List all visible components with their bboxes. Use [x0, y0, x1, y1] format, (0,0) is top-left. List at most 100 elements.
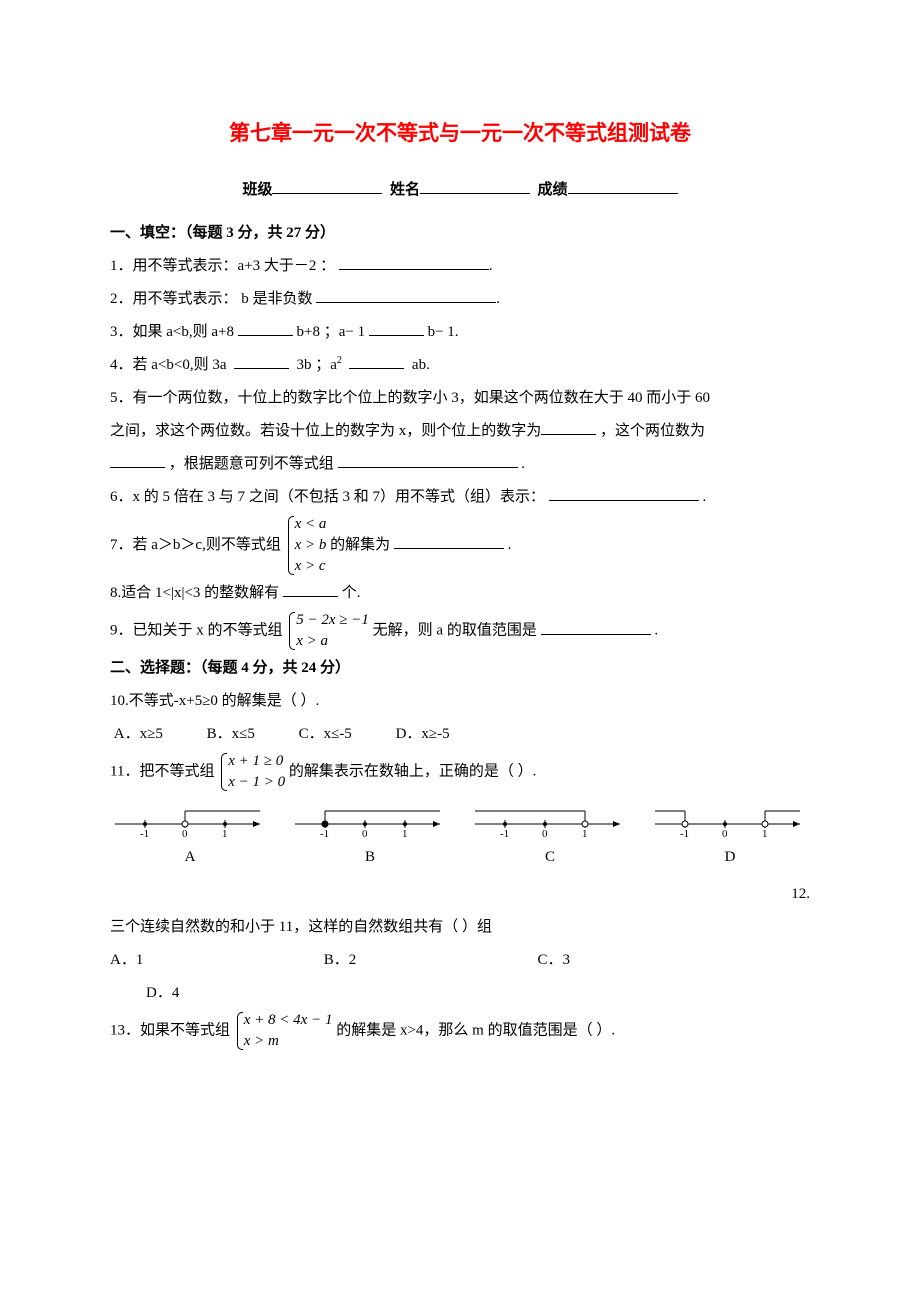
diagram-A-label: A — [110, 841, 270, 874]
svg-text:1: 1 — [402, 828, 408, 839]
q12: 三个连续自然数的和小于 11，这样的自然数组共有（ ）组 — [110, 911, 810, 944]
q1-blank[interactable] — [339, 254, 489, 270]
q6: 6．x 的 5 倍在 3 与 7 之间（不包括 3 和 7）用不等式（组）表示：… — [110, 481, 810, 514]
q7-row3: x > c — [295, 558, 326, 574]
q11-row1: x + 1 ≥ 0 — [228, 753, 283, 769]
diagram-A[interactable]: -1 0 1 A — [110, 799, 270, 874]
q5: 5．有一个两位数，十位上的数字比个位上的数字小 3，如果这个两位数在大于 40 … — [110, 382, 810, 481]
q1-text: 1．用不等式表示：a+3 大于－2 ： — [110, 258, 335, 274]
q4-sup: 2 — [337, 355, 342, 366]
q11-row2: x − 1 > 0 — [228, 774, 285, 790]
q6a: 6．x 的 5 倍在 3 与 7 之间（不包括 3 和 7）用不等式（组）表示： — [110, 489, 545, 505]
q8b: 个. — [342, 585, 361, 601]
q12-optC[interactable]: C．3 — [538, 944, 698, 977]
svg-text:0: 0 — [722, 828, 728, 839]
q5d: ，根据题意可列不等式组 — [169, 456, 334, 472]
q12-number: 12. — [110, 878, 810, 911]
q9c: . — [654, 623, 658, 639]
number-line-diagrams: -1 0 1 A -1 0 1 — [110, 799, 810, 874]
q8-blank[interactable] — [283, 581, 338, 597]
brace-icon — [285, 514, 293, 577]
q12-optD[interactable]: D．4 — [110, 977, 810, 1010]
q10-optA[interactable]: A．x≥5 — [114, 718, 163, 751]
q7-row1: x < a — [295, 516, 327, 532]
svg-text:0: 0 — [182, 828, 188, 839]
number-line-icon: -1 0 1 — [110, 799, 270, 839]
class-label: 班级 — [242, 182, 272, 198]
q9-blank[interactable] — [541, 619, 651, 635]
q9b: 无解，则 a 的取值范围是 — [373, 623, 537, 639]
q5-blank1[interactable] — [541, 419, 596, 435]
q13a: 13．如果不等式组 — [110, 1023, 230, 1039]
q2-blank[interactable] — [316, 287, 496, 303]
q12-options: A．1 B．2 C．3 — [110, 944, 810, 977]
q5-blank2[interactable] — [110, 452, 165, 468]
q2-text: 2．用不等式表示： b 是非负数 — [110, 291, 313, 307]
q13-row2: x > m — [244, 1033, 279, 1049]
q9-row1: 5 − 2x ≥ −1 — [296, 612, 369, 628]
diagram-C[interactable]: -1 0 1 C — [470, 799, 630, 874]
q4a: 4．若 a<b<0,则 3a — [110, 357, 227, 373]
brace-icon — [234, 1010, 242, 1052]
page: 第七章一元一次不等式与一元一次不等式组测试卷 班级 姓名 成绩 一、填空：（每题… — [0, 0, 920, 1302]
svg-text:-1: -1 — [140, 828, 149, 839]
q9-system: 5 − 2x ≥ −1 x > a — [286, 610, 369, 652]
svg-text:0: 0 — [542, 828, 548, 839]
number-line-icon: -1 0 1 — [470, 799, 630, 839]
q10-optB[interactable]: B．x≤5 — [207, 718, 255, 751]
class-blank[interactable] — [272, 178, 382, 194]
svg-text:-1: -1 — [500, 828, 509, 839]
score-label: 成绩 — [538, 182, 568, 198]
svg-text:1: 1 — [222, 828, 228, 839]
q1: 1．用不等式表示：a+3 大于－2 ： . — [110, 250, 810, 283]
q3a: 3．如果 a<b,则 a+8 — [110, 324, 234, 340]
q5e: . — [521, 456, 525, 472]
q11-system: x + 1 ≥ 0 x − 1 > 0 — [218, 751, 285, 793]
q4d: ab. — [412, 357, 430, 373]
q9-row2: x > a — [296, 633, 328, 649]
q6-blank[interactable] — [549, 485, 699, 501]
diagram-B[interactable]: -1 0 1 B — [290, 799, 450, 874]
q4b: 3b ；a — [297, 357, 337, 373]
brace-icon — [218, 751, 226, 793]
section1-heading: 一、填空：（每题 3 分，共 27 分） — [110, 217, 810, 250]
q6b: . — [703, 489, 707, 505]
q3c: b− 1. — [428, 324, 459, 340]
name-blank[interactable] — [420, 178, 530, 194]
diagram-C-label: C — [470, 841, 630, 874]
number-line-icon: -1 0 1 — [650, 799, 810, 839]
svg-text:-1: -1 — [680, 828, 689, 839]
q12-optB[interactable]: B．2 — [324, 944, 534, 977]
q10-options: A．x≥5 B．x≤5 C．x≤-5 D．x≥-5 — [110, 718, 810, 751]
q3-blank2[interactable] — [369, 320, 424, 336]
q5-blank3[interactable] — [338, 452, 518, 468]
q3: 3．如果 a<b,则 a+8 b+8 ；a− 1 b− 1. — [110, 316, 810, 349]
q4-blank2[interactable] — [349, 353, 404, 369]
q4: 4．若 a<b<0,则 3a 3b ；a2 ab. — [110, 349, 810, 382]
q11: 11．把不等式组 x + 1 ≥ 0 x − 1 > 0 的解集表示在数轴上，正… — [110, 751, 810, 793]
q10-optC[interactable]: C．x≤-5 — [299, 718, 352, 751]
q9: 9．已知关于 x 的不等式组 5 − 2x ≥ −1 x > a 无解，则 a … — [110, 610, 810, 652]
q4-blank1[interactable] — [234, 353, 289, 369]
q7b: 的解集为 — [330, 537, 390, 553]
header-line: 班级 姓名 成绩 — [110, 174, 810, 207]
brace-icon — [286, 610, 294, 652]
q8: 8.适合 1<|x|<3 的整数解有 个. — [110, 577, 810, 610]
svg-text:-1: -1 — [320, 828, 329, 839]
diagram-D[interactable]: -1 0 1 D — [650, 799, 810, 874]
q11a: 11．把不等式组 — [110, 764, 214, 780]
page-title: 第七章一元一次不等式与一元一次不等式组测试卷 — [110, 110, 810, 156]
score-blank[interactable] — [568, 178, 678, 194]
svg-text:1: 1 — [762, 828, 768, 839]
q12-optA[interactable]: A．1 — [110, 944, 320, 977]
q5a: 5．有一个两位数，十位上的数字比个位上的数字小 3，如果这个两位数在大于 40 … — [110, 390, 710, 406]
number-line-icon: -1 0 1 — [290, 799, 450, 839]
section2-heading: 二、选择题：（每题 4 分，共 24 分） — [110, 652, 810, 685]
q3-blank1[interactable] — [238, 320, 293, 336]
q13b: 的解集是 x>4，那么 m 的取值范围是（ ）. — [336, 1023, 615, 1039]
q7-blank[interactable] — [394, 533, 504, 549]
q10-optD[interactable]: D．x≥-5 — [396, 718, 450, 751]
q13: 13．如果不等式组 x + 8 < 4x − 1 x > m 的解集是 x>4，… — [110, 1010, 810, 1052]
q11b: 的解集表示在数轴上，正确的是（ ）. — [289, 764, 537, 780]
q13-system: x + 8 < 4x − 1 x > m — [234, 1010, 333, 1052]
